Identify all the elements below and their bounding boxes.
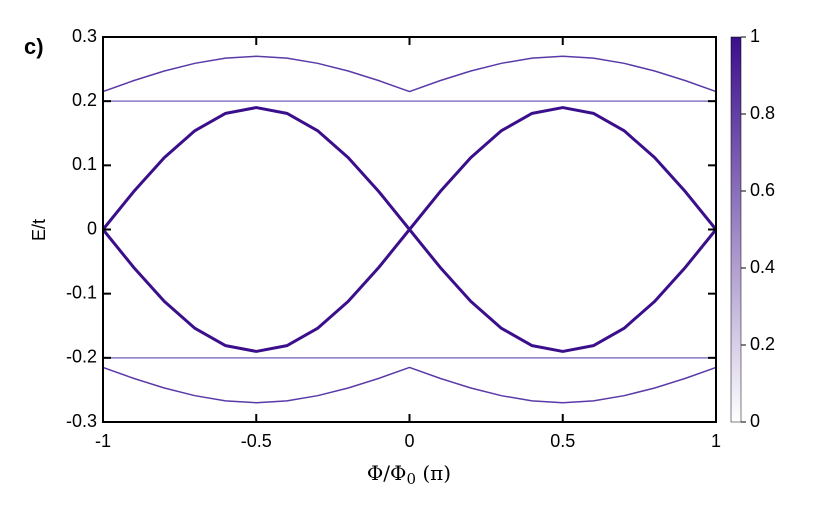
panel-label: c)	[24, 34, 44, 59]
colorbar	[730, 36, 742, 423]
y-tick-label: 0.2	[72, 90, 97, 110]
colorbar-tick-label: 0.2	[750, 334, 775, 354]
y-tick-label: 0.1	[72, 154, 97, 174]
x-tick-label: 1	[711, 431, 721, 451]
band-line	[101, 228, 718, 353]
x-tick-label: 0	[404, 431, 414, 451]
y-tick-label: 0.3	[72, 26, 97, 46]
y-tick-label: -0.1	[66, 282, 97, 302]
band-line	[102, 55, 717, 93]
band-line	[101, 106, 718, 231]
colorbar-tick-label: 1	[750, 26, 760, 46]
x-tick-label: -0.5	[241, 431, 272, 451]
colorbar-tick-label: 0.4	[750, 257, 775, 277]
colorbar-tick-label: 0.6	[750, 180, 775, 200]
x-tick-label: -1	[95, 431, 111, 451]
x-axis-label: Φ/Φ0 (π)	[367, 461, 451, 489]
colorbar-tick-label: 0.8	[750, 103, 775, 123]
y-axis-label: E/t	[29, 219, 49, 241]
y-tick-label: 0	[87, 218, 97, 238]
y-tick-label: -0.2	[66, 347, 97, 367]
y-tick-label: -0.3	[66, 411, 97, 431]
colorbar-tick-label: 0	[750, 411, 760, 431]
x-tick-label: 0.5	[550, 431, 575, 451]
band-line	[102, 366, 717, 404]
